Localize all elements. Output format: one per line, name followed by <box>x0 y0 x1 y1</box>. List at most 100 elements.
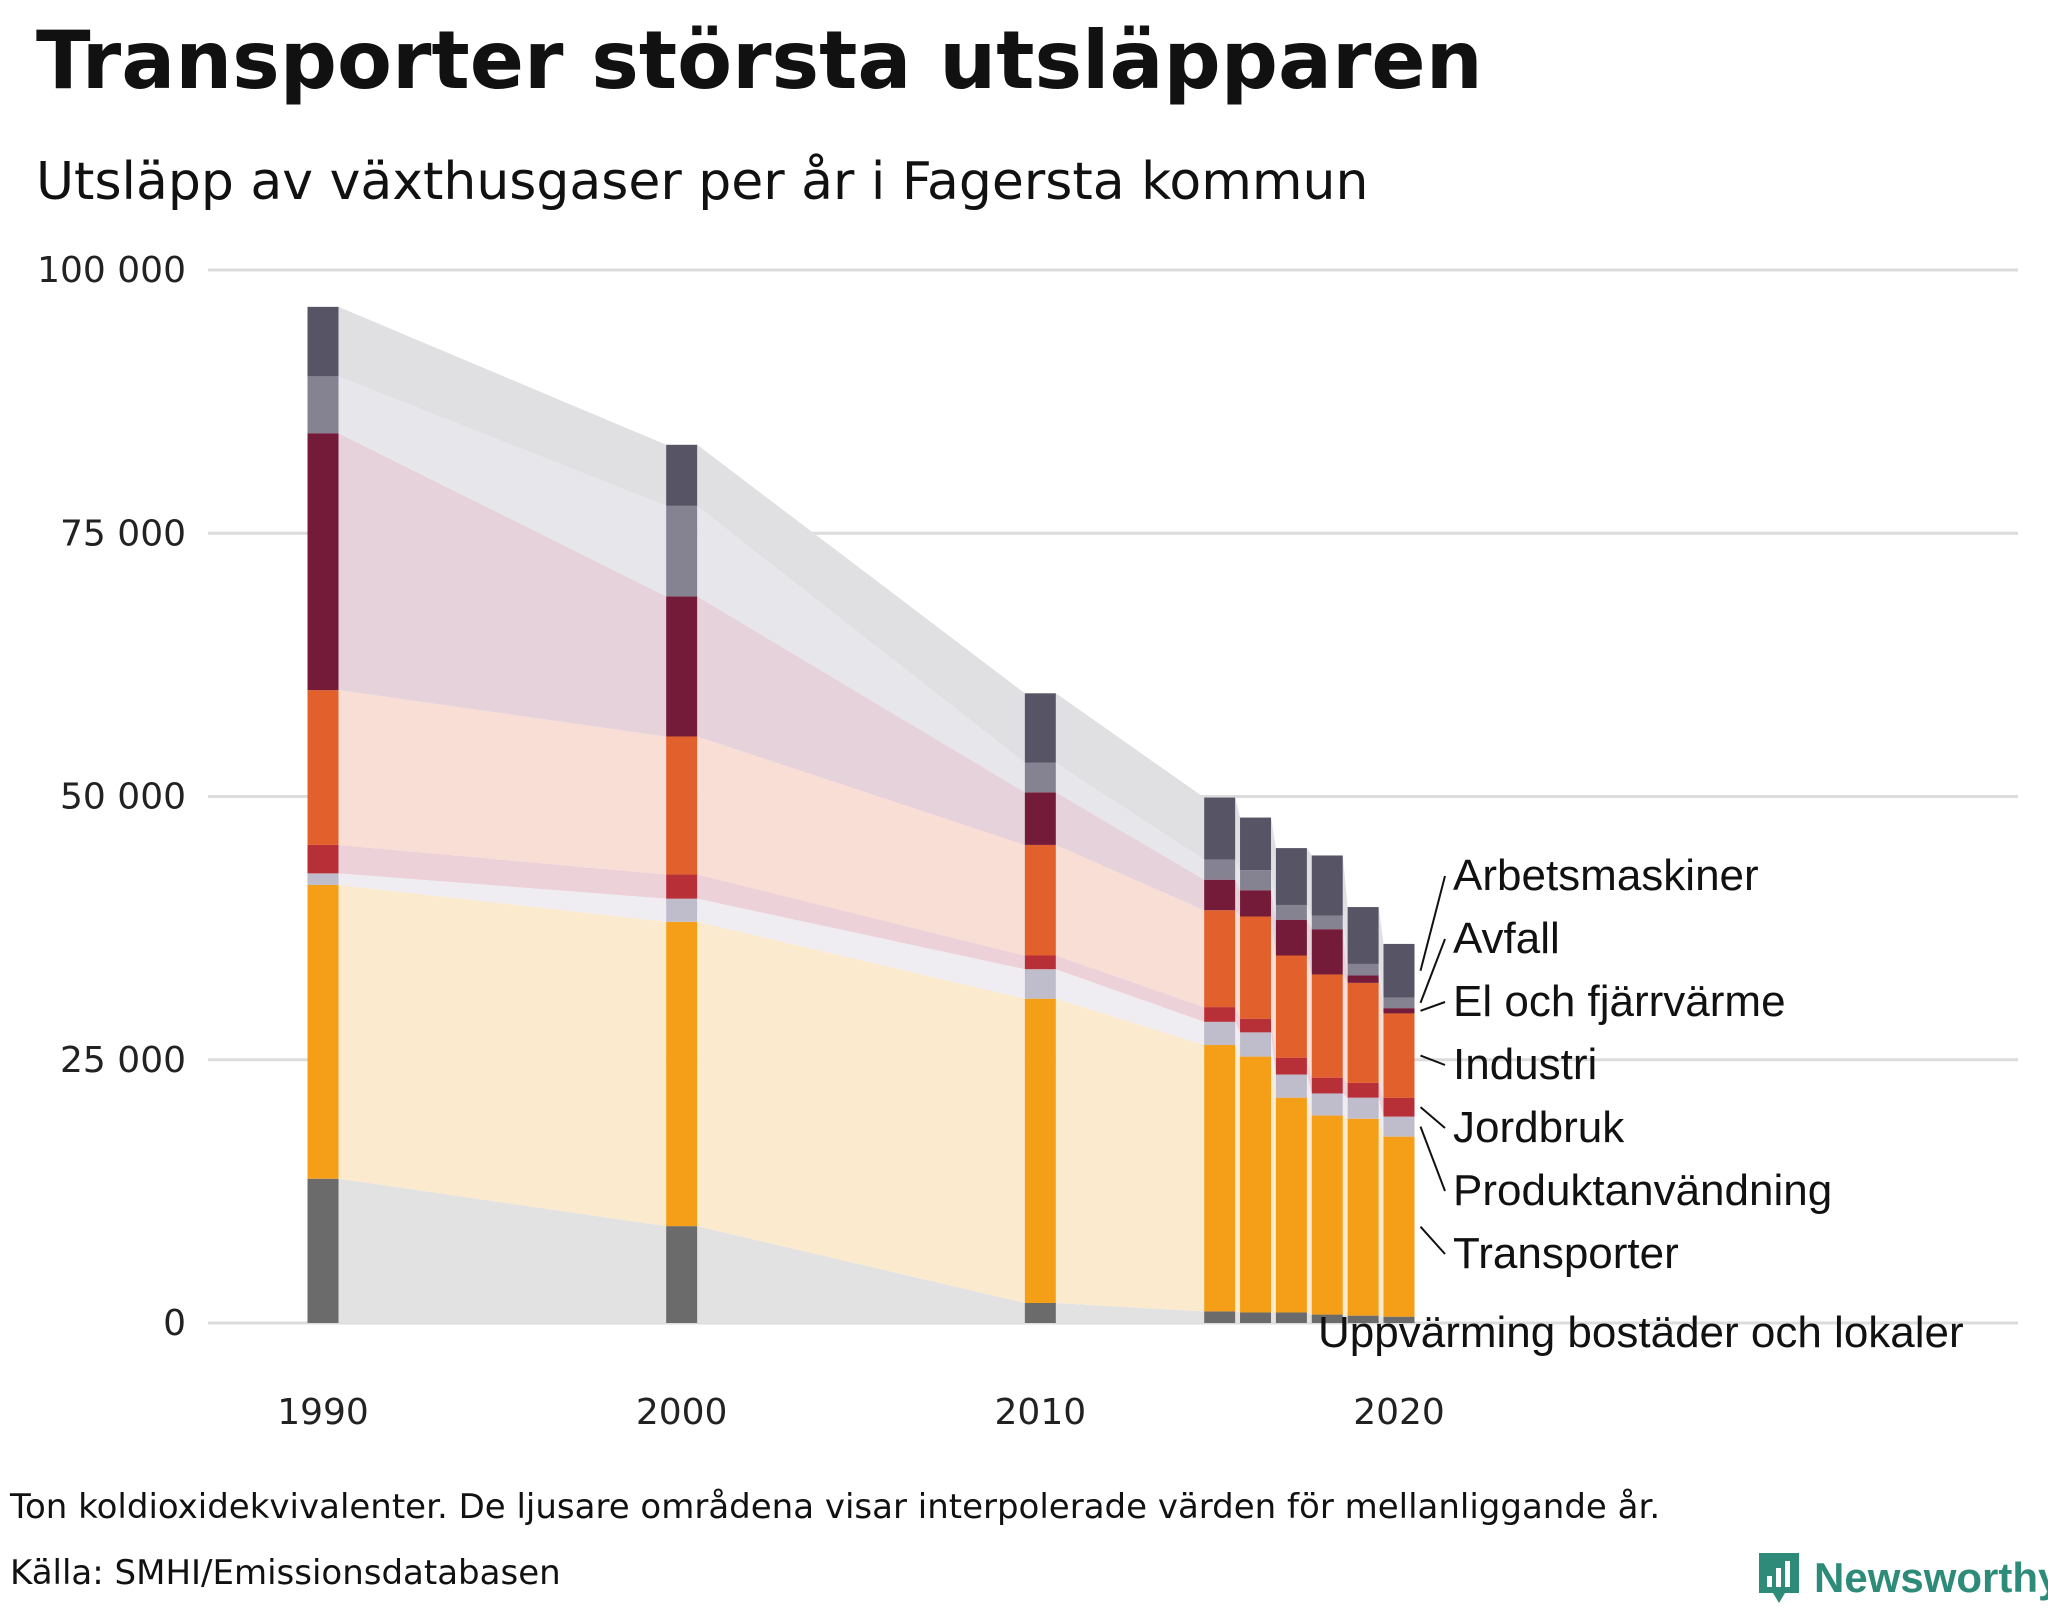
band-Industri <box>1378 982 1384 1098</box>
bar-2016-Arbetsmaskiner <box>1240 817 1272 871</box>
bar-2017-El och fjärrvärme <box>1275 919 1307 956</box>
band-Jordbruk <box>1378 1082 1384 1117</box>
bar-2016-Transporter <box>1240 1056 1272 1313</box>
band-Uppvärming bostäder och lokaler <box>697 1226 1025 1323</box>
bar-2015-Industri <box>1204 910 1236 1008</box>
band-El och fjärrvärme <box>1342 929 1348 983</box>
band-El och fjärrvärme <box>1235 879 1241 917</box>
bar-2017-Arbetsmaskiner <box>1275 848 1307 905</box>
bar-2000-Arbetsmaskiner <box>666 444 698 506</box>
band-Arbetsmaskiner <box>1306 848 1312 916</box>
bar-2017-Avfall <box>1275 904 1307 920</box>
bar-2018-Transporter <box>1311 1115 1343 1315</box>
band-Avfall <box>338 376 667 597</box>
bar-2019-Transporter <box>1347 1118 1379 1316</box>
chart-subtitle: Utsläpp av växthusgaser per år i Fagerst… <box>36 152 1369 212</box>
band-Arbetsmaskiner <box>1055 693 1205 860</box>
bar-2020-Transporter <box>1383 1136 1415 1317</box>
source-text: Källa: SMHI/Emissionsdatabasen <box>10 1553 561 1593</box>
bar-2010-El och fjärrvärme <box>1024 792 1056 845</box>
bar-2017-Produktanvändning <box>1275 1074 1307 1098</box>
bar-2020-Jordbruk <box>1383 1097 1415 1117</box>
band-Avfall <box>1271 870 1276 920</box>
band-Jordbruk <box>1271 1018 1276 1075</box>
legend-label-Produktanvändning: Produktanvändning <box>1453 1166 1832 1215</box>
y-tick-label-1: 25 000 <box>60 1040 186 1081</box>
bar-2015-El och fjärrvärme <box>1204 879 1236 911</box>
band-Arbetsmaskiner <box>1271 817 1276 905</box>
bar-2017-Transporter <box>1275 1097 1307 1313</box>
brand-name: Newsworthy <box>1814 1554 2048 1601</box>
band-El och fjärrvärme <box>1306 919 1312 975</box>
stacked-bar-chart: 0 25 000 50 000 75 000 100 000 1990 2000 2010 2… <box>37 250 2018 1433</box>
band-Arbetsmaskiner <box>1342 855 1348 964</box>
band-Transporter <box>1378 1118 1384 1317</box>
x-tick-label-1: 2000 <box>636 1392 728 1433</box>
bar-1990-Industri <box>307 690 339 845</box>
band-El och fjärrvärme <box>1055 792 1205 911</box>
bar-2019-El och fjärrvärme <box>1347 975 1379 983</box>
bar-1990-El och fjärrvärme <box>307 433 339 691</box>
bar-2018-Jordbruk <box>1311 1077 1343 1094</box>
bar-2016-Avfall <box>1240 870 1272 891</box>
band-Uppvärming bostäder och lokaler <box>1306 1312 1312 1323</box>
band-Jordbruk <box>1055 955 1205 1022</box>
band-Produktanvändning <box>338 873 667 922</box>
band-Arbetsmaskiner <box>1235 797 1241 871</box>
x-axis-ticks: 1990 2000 2010 2020 <box>277 1392 1445 1433</box>
bar-2010-Industri <box>1024 844 1056 956</box>
band-Avfall <box>1378 963 1384 1009</box>
bar-2015-Avfall <box>1204 859 1236 880</box>
band-Transporter <box>1271 1056 1276 1313</box>
bar-2000-Avfall <box>666 505 698 597</box>
band-Arbetsmaskiner <box>697 444 1025 763</box>
x-tick-label-2: 2010 <box>995 1392 1087 1433</box>
chart-title: Transporter största utsläpparen <box>36 14 1483 107</box>
bar-2010-Jordbruk <box>1024 955 1056 970</box>
bar-2018-El och fjärrvärme <box>1311 929 1343 975</box>
band-Uppvärming bostäder och lokaler <box>1342 1314 1348 1323</box>
bar-2020-Arbetsmaskiner <box>1383 943 1415 998</box>
bar-2019-Uppvärming bostäder och lokaler <box>1347 1315 1379 1323</box>
band-Industri <box>1306 955 1312 1078</box>
bar-2016-Produktanvändning <box>1240 1032 1272 1057</box>
bar-2015-Arbetsmaskiner <box>1204 797 1236 860</box>
band-Transporter <box>1342 1115 1348 1316</box>
band-Uppvärming bostäder och lokaler <box>1055 1302 1205 1323</box>
bar-2015-Transporter <box>1204 1045 1236 1312</box>
legend-label-Jordbruk: Jordbruk <box>1453 1103 1625 1152</box>
band-Transporter <box>1306 1097 1312 1315</box>
bar-2000-Industri <box>666 736 698 875</box>
bar-2000-Produktanvändning <box>666 898 698 922</box>
brand-logo: Newsworthy <box>1756 1548 2048 1608</box>
leader-line-Avfall <box>1419 938 1446 1004</box>
legend: Uppvärming bostäder och lokaler Transport… <box>1318 851 1964 1357</box>
bar-2000-El och fjärrvärme <box>666 596 698 737</box>
bar-2020-Produktanvändning <box>1383 1116 1415 1137</box>
bar-2019-Arbetsmaskiner <box>1347 907 1379 964</box>
band-El och fjärrvärme <box>338 433 667 737</box>
band-Transporter <box>338 884 667 1227</box>
bar-2015-Jordbruk <box>1204 1007 1236 1022</box>
band-Avfall <box>1342 915 1348 976</box>
band-Avfall <box>697 505 1025 793</box>
y-tick-label-2: 50 000 <box>60 777 186 818</box>
leader-line-El och fjärrvärme <box>1420 1001 1446 1012</box>
band-Transporter <box>1055 998 1205 1312</box>
bar-2020-Industri <box>1383 1013 1415 1098</box>
leader-line-Transporter <box>1419 1225 1446 1255</box>
band-Avfall <box>1306 904 1312 930</box>
legend-label-Avfall: Avfall <box>1453 914 1560 963</box>
leader-line-Jordbruk <box>1419 1106 1446 1129</box>
band-Avfall <box>1055 762 1205 880</box>
bar-2020-Avfall <box>1383 997 1415 1009</box>
bar-2020-El och fjärrvärme <box>1383 1008 1415 1014</box>
bar-1990-Jordbruk <box>307 844 339 874</box>
band-El och fjärrvärme <box>1378 975 1384 1014</box>
band-Industri <box>1235 910 1241 1019</box>
band-El och fjärrvärme <box>697 596 1025 845</box>
bar-2016-Jordbruk <box>1240 1018 1272 1033</box>
band-Arbetsmaskiner <box>1378 907 1384 998</box>
band-Jordbruk <box>697 874 1025 970</box>
band-El och fjärrvärme <box>1271 890 1276 956</box>
